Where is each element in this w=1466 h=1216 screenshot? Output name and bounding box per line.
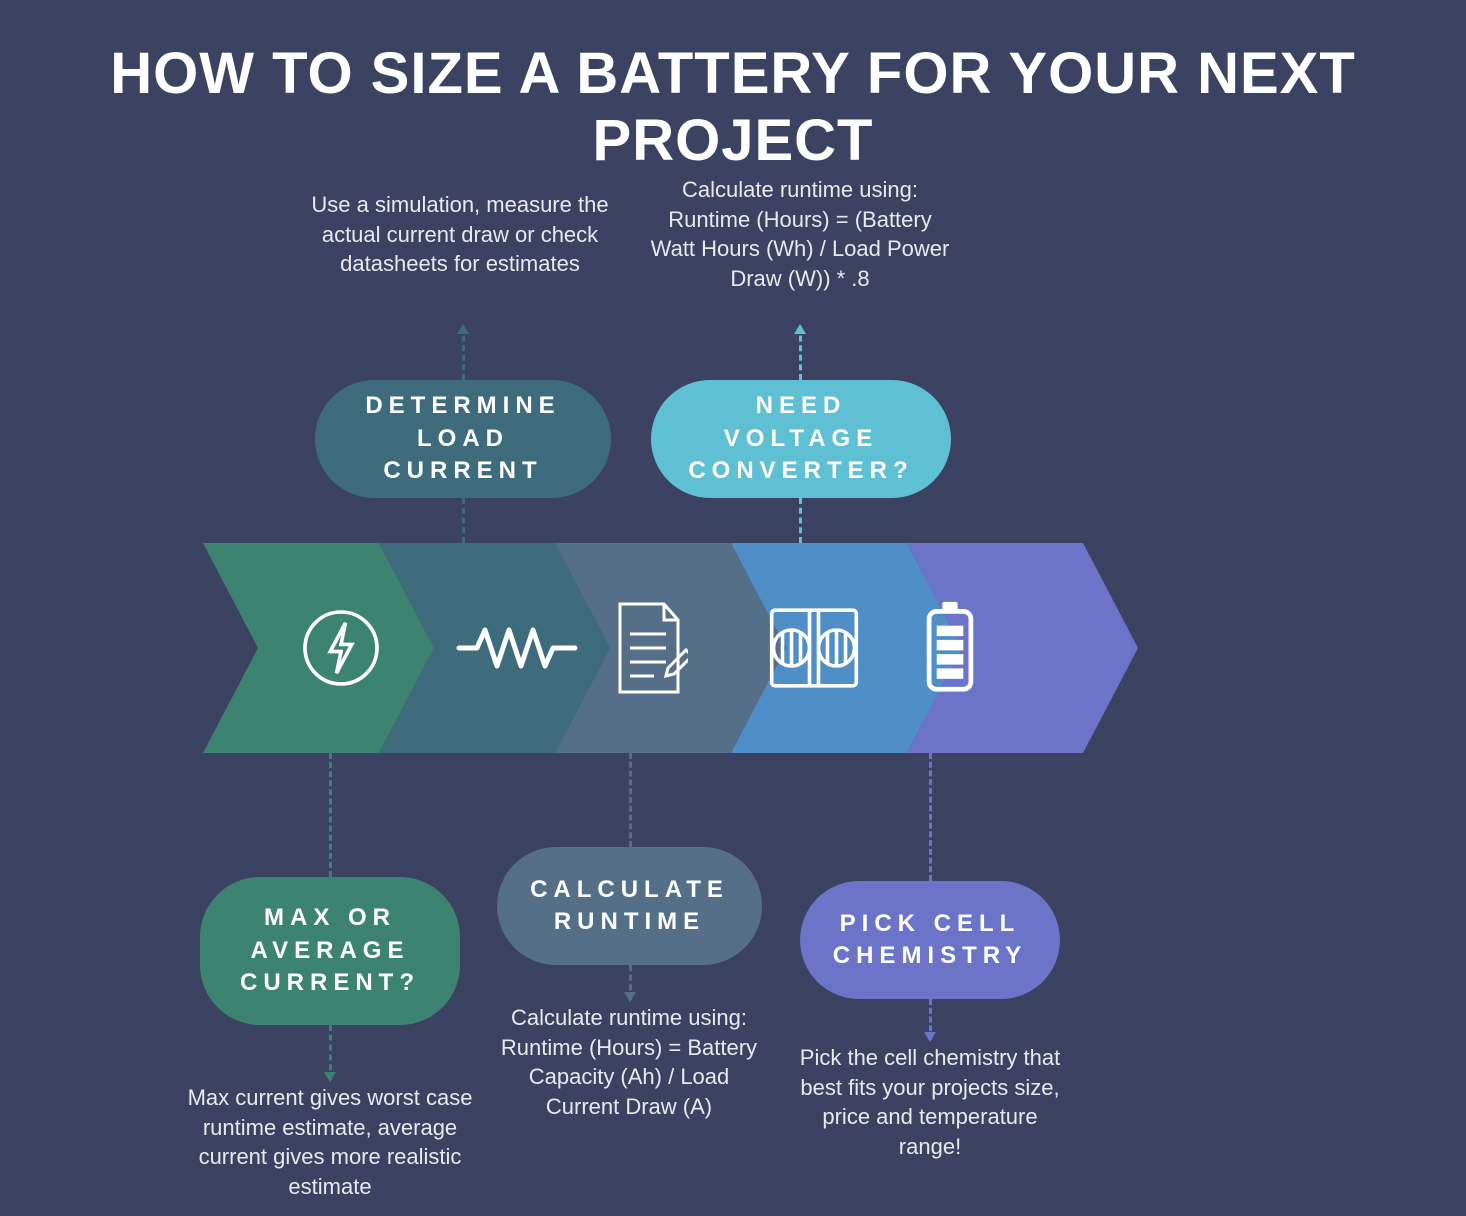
transformer-icon [764,603,864,693]
notes-icon [608,598,688,698]
step-annotation-2: Use a simulation, measure the actual cur… [300,190,620,279]
connector-line [629,753,632,847]
battery-icon [920,600,980,695]
connector-arrowhead [324,1072,336,1082]
connector-arrowhead [794,324,806,334]
connector-line [329,753,332,877]
connector-line [799,326,802,380]
connector-line [799,498,802,543]
connector-line [929,753,932,881]
step-pill-2: DETERMINE LOAD CURRENT [315,380,611,498]
connector-arrowhead [457,324,469,334]
step-pill-3: CALCULATE RUNTIME [497,847,762,965]
page-title: HOW TO SIZE A BATTERY FOR YOUR NEXT PROJ… [0,40,1466,174]
step-annotation-5: Pick the cell chemistry that best fits y… [790,1043,1070,1162]
step-annotation-1: Max current gives worst case runtime est… [185,1083,475,1202]
step-pill-5: PICK CELL CHEMISTRY [800,881,1060,999]
connector-line [462,498,465,543]
connector-line [462,326,465,380]
step-annotation-4: Calculate runtime using: Runtime (Hours)… [645,175,955,294]
connector-arrowhead [624,992,636,1002]
step-annotation-3: Calculate runtime using: Runtime (Hours)… [489,1003,769,1122]
bolt-icon [296,603,386,693]
connector-arrowhead [924,1032,936,1042]
step-pill-1: MAX OR AVERAGE CURRENT? [200,877,460,1025]
step-pill-4: NEED VOLTAGE CONVERTER? [651,380,951,498]
resistor-icon [452,618,582,678]
